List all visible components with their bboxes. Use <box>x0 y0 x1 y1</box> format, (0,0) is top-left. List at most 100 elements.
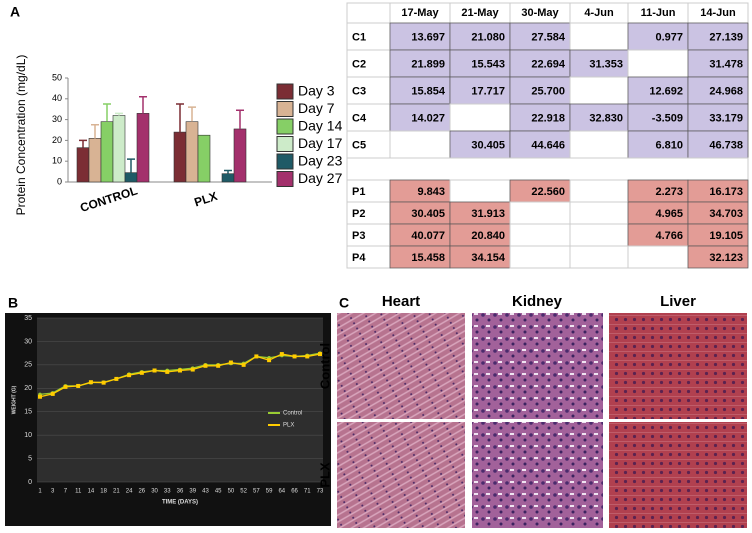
cell-value: 13.697 <box>411 31 445 43</box>
cell-value: 22.560 <box>531 186 565 198</box>
marker <box>38 394 42 399</box>
panel-label: B <box>8 295 18 311</box>
table-cell <box>509 201 571 225</box>
y-tick-label: 50 <box>52 72 62 82</box>
liver-plx-image <box>609 422 747 528</box>
cell-value: 30.405 <box>471 139 505 151</box>
table-cell <box>627 49 689 78</box>
column-header: 4-Jun <box>584 7 614 19</box>
panel-label: A <box>10 4 20 20</box>
marker <box>190 367 195 372</box>
marker <box>279 352 284 357</box>
column-header: 21-May <box>461 7 499 19</box>
marker <box>203 363 208 368</box>
x-tick-label: 39 <box>189 489 196 495</box>
x-tick-label: 3 <box>51 489 55 495</box>
legend-swatch <box>276 171 294 187</box>
marker <box>139 370 144 375</box>
error-bar <box>115 112 123 116</box>
table-cell <box>449 22 511 51</box>
x-tick-label: 59 <box>266 489 273 495</box>
error-bar <box>188 106 196 122</box>
cell-value: 21.080 <box>471 31 505 43</box>
table-cell <box>627 103 689 132</box>
heart-control-image <box>337 313 465 419</box>
bar <box>197 134 211 183</box>
y-tick-label: 10 <box>24 432 32 439</box>
row-label: C2 <box>352 58 366 70</box>
legend-swatch <box>276 118 294 135</box>
legend-label: PLX <box>283 423 294 429</box>
x-tick-label: 1 <box>38 489 42 495</box>
row-title: Control <box>317 343 332 389</box>
marker <box>292 354 297 359</box>
bar <box>136 113 150 183</box>
marker <box>76 383 81 388</box>
cell-value: 44.646 <box>531 139 565 151</box>
x-tick-label: 21 <box>113 489 120 495</box>
cell-value: 27.139 <box>709 31 743 43</box>
y-axis-label: WEIGHT (G) <box>11 385 17 414</box>
error-bar <box>91 124 99 139</box>
row-header-cell <box>346 103 391 132</box>
table-cell <box>389 130 451 159</box>
error-bar <box>103 103 111 122</box>
x-tick-label: 50 <box>228 489 235 495</box>
error-bar <box>127 158 135 173</box>
table-cell <box>449 103 511 132</box>
cell-value: 19.105 <box>709 230 743 242</box>
marker <box>101 380 106 385</box>
bar <box>124 172 138 183</box>
column-header: 17-May <box>401 7 439 19</box>
cell-value: 15.458 <box>411 252 445 264</box>
x-tick-label: 30 <box>151 489 158 495</box>
marker <box>305 354 310 359</box>
cell-value: 34.703 <box>709 208 743 220</box>
x-tick-label: 36 <box>177 489 184 495</box>
x-tick-label: 64 <box>278 489 285 495</box>
marker <box>114 376 119 381</box>
table-cell <box>687 245 749 269</box>
liver-control-image <box>609 313 747 419</box>
y-tick-label: 40 <box>52 93 62 103</box>
bar <box>100 121 114 183</box>
legend-label: Day 14 <box>298 118 343 134</box>
table-cell <box>569 179 629 203</box>
bar <box>76 147 90 183</box>
cell-value: 40.077 <box>411 230 445 242</box>
kidney-control-image <box>472 313 603 419</box>
cell-value: 0.977 <box>655 31 683 43</box>
y-tick-label: 25 <box>24 362 32 369</box>
row-title: PLX <box>317 462 332 488</box>
legend-swatch <box>276 153 294 170</box>
column-title: Kidney <box>512 293 563 310</box>
table-cell <box>627 245 689 269</box>
x-tick-label: 14 <box>88 489 95 495</box>
kidney-plx-image <box>472 422 603 528</box>
legend-swatch <box>276 136 294 152</box>
x-tick-label: 71 <box>304 489 311 495</box>
separator-row <box>346 157 749 181</box>
cell-value: 4.965 <box>655 208 683 220</box>
marker <box>63 384 68 389</box>
row-label: C5 <box>352 139 366 151</box>
table-cell <box>509 245 571 269</box>
cell-value: 9.843 <box>417 186 445 198</box>
column-title: Liver <box>660 293 696 310</box>
y-tick-label: 20 <box>24 385 32 392</box>
legend-label: Day 7 <box>298 100 335 116</box>
cell-value: 6.810 <box>655 139 683 151</box>
row-label: P3 <box>352 230 365 242</box>
table-cell <box>569 201 629 225</box>
x-tick-label: 52 <box>240 489 247 495</box>
x-tick-label: 45 <box>215 489 222 495</box>
table-cell <box>569 130 629 159</box>
table-cell <box>569 245 629 269</box>
y-tick-label: 15 <box>24 409 32 416</box>
cell-value: 30.405 <box>411 208 445 220</box>
row-label: P1 <box>352 186 365 198</box>
marker <box>165 369 170 374</box>
y-tick-label: 30 <box>24 338 32 345</box>
cell-value: 25.700 <box>531 85 565 97</box>
